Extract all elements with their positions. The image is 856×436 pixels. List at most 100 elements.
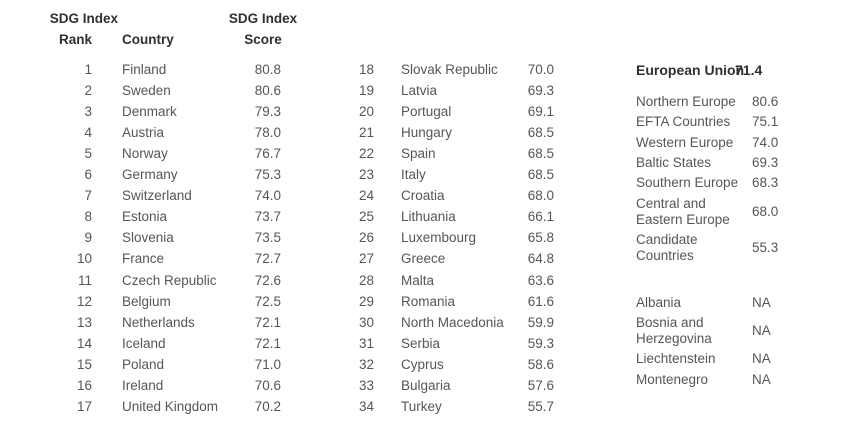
rank-cell: 17 [76,398,92,414]
score-cell: 72.6 [254,272,281,288]
score-cell: 72.5 [254,293,281,309]
score-cell: 79.3 [254,104,281,120]
rank-cell: 30 [358,314,374,330]
score-cell: 72.1 [254,335,281,351]
score-cell: 70.0 [527,62,554,77]
country-cell: Belgium [122,293,171,309]
country-cell: Netherlands [122,314,195,330]
table-row: 8 Estonia 73.7 [0,209,856,225]
rank-cell: 7 [84,188,92,204]
region-label: Western Europe [636,134,734,150]
rank-cell: 12 [76,293,92,309]
table-row: 33 Bulgaria 57.6 [0,378,856,394]
rank-cell: 15 [76,356,92,372]
table-row: 9 Slovenia 73.5 [0,230,856,246]
table-row: 1 Finland 80.8 [0,62,856,78]
country-na-value: NA [752,295,771,310]
country-cell: Hungary [401,125,453,141]
country-cell: France [122,251,165,267]
table-row: 28 Malta 63.6 [0,273,856,289]
score-cell: 65.8 [527,230,554,246]
rank-cell: 14 [76,335,92,351]
table-row: 11 Czech Republic 72.6 [0,273,856,289]
score-cell: 57.6 [527,377,554,393]
header-score-line2: Score [244,32,282,47]
score-cell: 76.7 [254,146,281,162]
table-row: 21 Hungary 68.5 [0,125,856,141]
rank-cell: 20 [358,104,374,120]
country-cell: Cyprus [401,356,444,372]
country-cell: Estonia [122,209,168,225]
rank-cell: 5 [84,146,92,162]
country-cell: Italy [401,167,426,183]
table-row: 5 Norway 76.7 [0,146,856,162]
region-row: EFTA Countries 75.1 [0,114,856,135]
region-value: 75.1 [752,114,779,130]
rank-cell: 3 [84,104,92,120]
table-row: 22 Spain 68.5 [0,146,856,162]
score-cell: 73.5 [254,230,281,246]
header-country: Country [122,32,174,47]
country-cell: Sweden [122,83,171,99]
country-cell: Germany [122,167,178,183]
country-cell: Czech Republic [122,272,217,288]
region-value: 55.3 [752,239,779,255]
region-label: Candidate Countries [636,231,698,263]
table-row: 20 Portugal 69.1 [0,104,856,120]
score-cell: 78.0 [254,125,281,141]
region-value: 68.0 [752,203,779,219]
country-cell: Bulgaria [401,377,451,393]
score-cell: 68.5 [527,125,554,141]
table-row: 25 Lithuania 66.1 [0,209,856,225]
score-cell: 70.6 [254,377,281,393]
rank-cell: 27 [358,251,374,267]
region-value: 69.3 [752,154,779,170]
rank-cell: 11 [77,272,92,288]
country-cell: North Macedonia [401,314,504,330]
country-na-row: Montenegro NA [0,372,856,393]
score-cell: 69.3 [527,83,554,99]
country-na-label: Liechtenstein [636,351,716,367]
country-cell: Romania [401,293,456,309]
country-na-row: Bosnia and Herzegovina NA [0,315,856,347]
region-label: EFTA Countries [636,114,731,130]
rank-cell: 29 [358,293,374,309]
rank-cell: 31 [358,335,374,351]
score-cell: 59.9 [527,314,554,330]
header-rank-line2: Rank [58,32,92,47]
region-label: Central and Eastern Europe [636,195,730,227]
country-na-row: Liechtenstein NA [0,351,856,372]
score-cell: 73.7 [254,209,281,225]
country-cell: Croatia [401,188,445,204]
score-cell: 72.1 [254,314,281,330]
score-cell: 58.6 [527,356,554,372]
table-row: 7 Switzerland 74.0 [0,188,856,204]
score-cell: 70.2 [254,398,281,414]
table-row: 23 Italy 68.5 [0,167,856,183]
table-row: 29 Romania 61.6 [0,294,856,310]
region-value: 74.0 [752,134,779,150]
rank-cell: 2 [84,83,92,99]
country-na-row: Albania NA [0,295,856,316]
country-na-value: NA [752,323,771,339]
country-na-label: Montenegro [636,371,709,387]
rank-cell: 25 [358,209,374,225]
country-cell: Austria [122,125,165,141]
region-label: Southern Europe [636,175,739,191]
rank-cell: 19 [358,83,374,99]
table-row: 17 United Kingdom 70.2 [0,399,856,415]
table-row: 24 Croatia 68.0 [0,188,856,204]
score-cell: 69.1 [527,104,554,120]
table-row: 15 Poland 71.0 [0,357,856,373]
score-cell: 80.6 [254,83,281,99]
score-cell: 68.5 [527,146,554,162]
rank-cell: 24 [358,188,374,204]
country-cell: Latvia [401,83,438,99]
table-row: 26 Luxembourg 65.8 [0,230,856,246]
rank-cell: 10 [76,251,92,267]
country-cell: Spain [401,146,436,162]
country-cell: Turkey [401,398,442,414]
region-row: Baltic States 69.3 [0,155,856,176]
rank-cell: 9 [84,230,92,246]
country-cell: Ireland [122,377,164,393]
